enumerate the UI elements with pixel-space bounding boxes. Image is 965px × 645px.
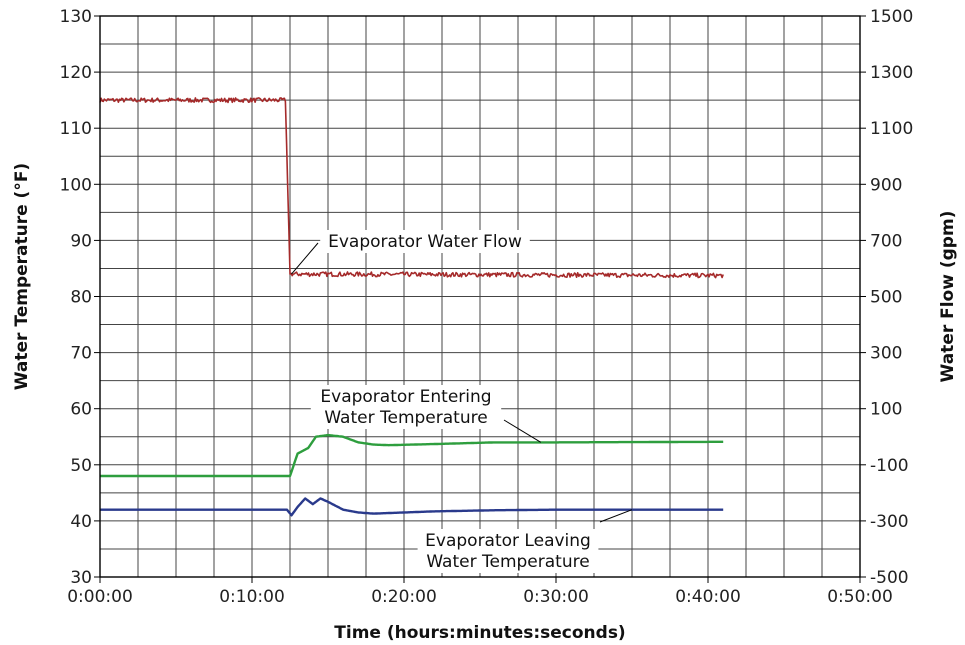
annotation-label: Evaporator Entering — [320, 387, 491, 407]
annotation-leader — [599, 509, 633, 523]
y-right-tick-label: 1500 — [870, 7, 913, 27]
y-right-tick-label: 900 — [870, 175, 902, 195]
y-left-tick-label: 80 — [70, 288, 92, 308]
y-axis-right-title: Water Flow (gpm) — [938, 211, 958, 383]
x-tick-label: 0:40:00 — [675, 587, 741, 607]
y-left-tick-label: 40 — [70, 512, 92, 532]
y-right-tick-label: -100 — [870, 456, 909, 476]
annotation-leader — [291, 242, 319, 275]
series-line-1 — [99, 433, 724, 478]
y-left-tick-label: 100 — [60, 175, 92, 195]
y-right-tick-label: 300 — [870, 344, 902, 364]
series-layer — [99, 97, 724, 517]
annotation-bg — [310, 385, 502, 429]
x-tick-label: 0:30:00 — [523, 587, 589, 607]
y-right-tick-label: -300 — [870, 512, 909, 532]
y-left-tick-label: 50 — [70, 456, 92, 476]
annotations: Evaporator Water Flow Evaporator Entering… — [291, 230, 633, 573]
y-left-tick-label: 130 — [60, 7, 92, 27]
y-right-tick-label: 100 — [870, 400, 902, 420]
tick-labels: 0:00:00 0:10:00 0:20:00 0:30:00 0:40:00 0:50:… — [60, 7, 914, 607]
y-right-tick-label: 1300 — [870, 63, 913, 83]
y-left-tick-label: 110 — [60, 119, 92, 139]
x-tick-label: 0:10:00 — [219, 587, 285, 607]
y-left-tick-label: 30 — [70, 568, 92, 588]
y-right-tick-label: -500 — [870, 568, 909, 588]
annotation-label: Evaporator Leaving — [425, 531, 591, 551]
annotation-leader — [503, 419, 542, 443]
x-axis-title: Time (hours:minutes:seconds) — [334, 623, 625, 643]
grid — [99, 15, 861, 578]
x-tick-label: 0:20:00 — [371, 587, 437, 607]
annotation-label: Evaporator Water Flow — [328, 232, 522, 252]
y-left-tick-label: 70 — [70, 344, 92, 364]
y-left-tick-label: 60 — [70, 400, 92, 420]
y-left-tick-label: 90 — [70, 231, 92, 251]
y-right-tick-label: 500 — [870, 288, 902, 308]
annotation-bg — [417, 529, 599, 573]
y-axis-left-title: Water Temperature (°F) — [12, 163, 32, 390]
annotation-label: Water Temperature — [426, 552, 589, 572]
x-tick-label: 0:00:00 — [67, 587, 133, 607]
x-tick-label: 0:50:00 — [827, 587, 893, 607]
annotation-bg — [320, 230, 530, 253]
y-left-tick-label: 120 — [60, 63, 92, 83]
y-right-tick-label: 1100 — [870, 119, 913, 139]
annotation-label: Water Temperature — [324, 408, 487, 428]
y-right-tick-label: 700 — [870, 231, 902, 251]
series-line-2 — [99, 497, 724, 517]
series-line-0 — [99, 97, 724, 279]
